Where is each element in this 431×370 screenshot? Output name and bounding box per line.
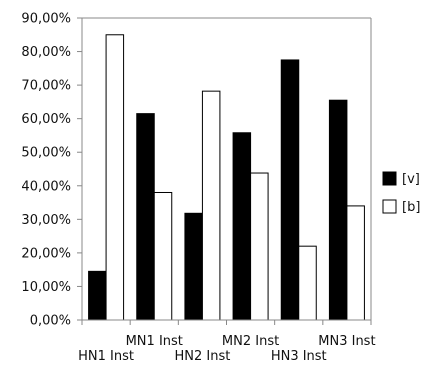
x-category-label: HN2 Inst bbox=[174, 349, 230, 364]
legend-label-v: [v] bbox=[402, 172, 420, 187]
bar-b-mn2-inst bbox=[250, 172, 269, 321]
y-tick-label: 20,00% bbox=[21, 246, 71, 261]
bar-b-mn1-inst bbox=[153, 191, 173, 321]
y-tick-label: 10,00% bbox=[21, 280, 71, 295]
bars bbox=[88, 34, 365, 321]
y-tick-label: 50,00% bbox=[21, 146, 71, 161]
bar-b-hn1-inst bbox=[105, 34, 125, 321]
y-tick-label: 30,00% bbox=[21, 213, 71, 228]
y-tick-label: 90,00% bbox=[21, 12, 71, 27]
y-tick-label: 40,00% bbox=[21, 179, 71, 194]
legend-swatch-b bbox=[382, 199, 397, 214]
bar-b-mn3-inst bbox=[346, 205, 365, 321]
bar-v-mn2-inst bbox=[232, 132, 252, 321]
bar-b-hn2-inst bbox=[201, 90, 221, 321]
y-tick-label: 80,00% bbox=[21, 45, 71, 60]
y-axis: 0,00% 10,00% 20,00% 30,00% 40,00% 50,00% 60,00… bbox=[21, 12, 372, 329]
y-tick-label: 0,00% bbox=[30, 314, 71, 329]
x-category-label: MN1 Inst bbox=[126, 334, 183, 349]
legend-swatch-v bbox=[382, 171, 397, 186]
bar-v-hn1-inst bbox=[88, 270, 107, 321]
x-category-label: MN3 Inst bbox=[318, 334, 375, 349]
x-category-label: HN1 Inst bbox=[78, 349, 134, 364]
bar-b-hn3-inst bbox=[298, 245, 317, 321]
bar-v-mn3-inst bbox=[328, 99, 348, 321]
y-tick-label: 70,00% bbox=[21, 79, 71, 94]
y-tick-label: 60,00% bbox=[21, 112, 71, 127]
legend: [v] [b] bbox=[382, 171, 420, 215]
x-category-label: MN2 Inst bbox=[222, 334, 279, 349]
x-category-label: HN3 Inst bbox=[271, 349, 327, 364]
legend-label-b: [b] bbox=[402, 200, 420, 215]
bar-v-hn2-inst bbox=[184, 212, 203, 321]
bar-v-hn3-inst bbox=[280, 59, 300, 321]
bar-v-mn1-inst bbox=[136, 113, 155, 321]
